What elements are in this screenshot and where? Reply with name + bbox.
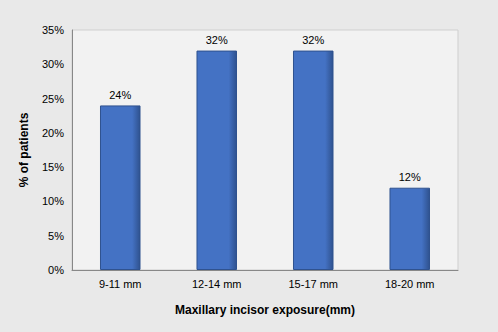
svg-text:9-11 mm: 9-11 mm (99, 278, 142, 290)
svg-text:25%: 25% (42, 93, 64, 105)
svg-text:Maxillary incisor exposure(mm): Maxillary incisor exposure(mm) (175, 303, 355, 317)
svg-text:32%: 32% (302, 34, 324, 46)
svg-text:30%: 30% (42, 58, 64, 70)
svg-text:12-14 mm: 12-14 mm (192, 278, 242, 290)
svg-text:0%: 0% (48, 264, 64, 276)
svg-text:32%: 32% (206, 34, 228, 46)
svg-text:% of patients: % of patients (17, 112, 31, 187)
svg-text:20%: 20% (42, 127, 64, 139)
svg-text:15-17 mm: 15-17 mm (288, 278, 338, 290)
svg-text:24%: 24% (109, 89, 131, 101)
svg-text:12%: 12% (399, 171, 421, 183)
svg-text:10%: 10% (42, 195, 64, 207)
svg-text:18-20 mm: 18-20 mm (385, 278, 435, 290)
svg-text:35%: 35% (42, 24, 64, 36)
svg-text:15%: 15% (42, 161, 64, 173)
svg-text:5%: 5% (48, 230, 64, 242)
